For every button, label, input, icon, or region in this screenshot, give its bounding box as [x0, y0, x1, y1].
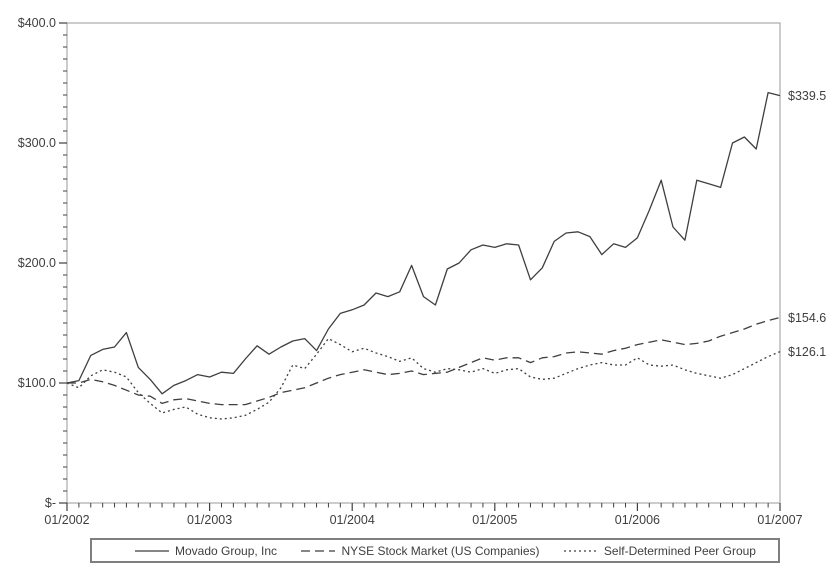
- legend-entry-nyse: NYSE Stock Market (US Companies): [300, 543, 540, 558]
- x-axis-tick-label: 01/2005: [472, 513, 517, 527]
- series-line-1: [67, 316, 781, 406]
- legend-entry-peer-group: Self-Determined Peer Group: [563, 544, 756, 558]
- series-end-value-label: $339.5: [788, 89, 826, 103]
- x-axis-tick-label: 01/2003: [187, 513, 232, 527]
- legend-label-nyse: NYSE Stock Market (US Companies): [341, 543, 540, 558]
- legend-label-movado: Movado Group, Inc: [175, 543, 278, 558]
- y-axis-tick-label: $100.0: [18, 376, 56, 390]
- legend-entry-movado: Movado Group, Inc: [134, 544, 277, 558]
- solid-line-sample-icon: [135, 549, 169, 552]
- plot-area: $400.0 $300.0 $200.0 $100.0 $- 01/2002 01/2003…: [18, 16, 827, 527]
- legend-label-peer-group: Self-Determined Peer Group: [603, 543, 756, 558]
- series-end-value-label: $154.6: [788, 311, 826, 325]
- plot-border: [66, 22, 781, 504]
- x-axis-tick-label: 01/2007: [757, 513, 802, 527]
- series-end-value-label: $126.1: [788, 345, 826, 359]
- y-axis-tick-label: $200.0: [18, 256, 56, 270]
- y-axis-tick-label: $400.0: [18, 16, 56, 30]
- x-axis-tick-label: 01/2004: [330, 513, 375, 527]
- dotted-line-sample-icon: [563, 549, 598, 552]
- series-line-0: [66, 91, 781, 395]
- y-axis-tick-label: $-: [45, 496, 56, 510]
- x-axis-tick-label: 01/2002: [44, 513, 89, 527]
- x-axis-tick-label: 01/2006: [615, 513, 660, 527]
- legend: Movado Group, Inc NYSE Stock Market (US …: [90, 538, 780, 563]
- dashed-line-sample-icon: [301, 549, 336, 552]
- series-line-2: [66, 337, 781, 420]
- y-axis-tick-label: $300.0: [18, 136, 56, 150]
